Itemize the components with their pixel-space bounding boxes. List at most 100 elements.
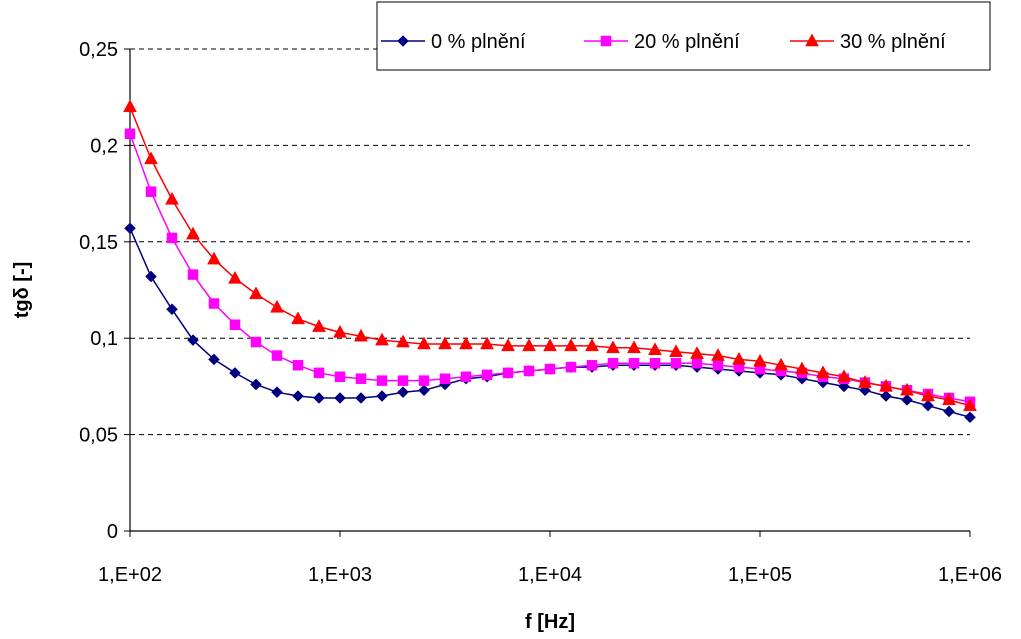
data-point [459, 336, 473, 350]
data-point [270, 299, 284, 313]
x-tick-label: 1,E+02 [98, 564, 162, 586]
series-0 [124, 222, 976, 424]
legend-marker [397, 35, 409, 47]
data-point [124, 128, 136, 140]
x-axis-title: f [Hz] [525, 611, 575, 633]
data-point [291, 311, 305, 325]
data-point [585, 338, 599, 352]
data-point [355, 392, 367, 404]
x-tick-label: 1,E+04 [518, 564, 582, 586]
data-point [522, 338, 536, 352]
data-point [880, 390, 892, 402]
data-point [228, 270, 242, 284]
legend-label: 20 % plnění [634, 31, 740, 53]
data-point [963, 398, 977, 411]
data-point [586, 359, 598, 371]
data-point [565, 361, 577, 373]
data-point [544, 363, 556, 375]
data-point [439, 373, 451, 384]
data-point [334, 392, 346, 404]
x-tick-label: 1,E+05 [728, 564, 792, 586]
data-point [166, 303, 178, 316]
data-point [900, 382, 914, 396]
legend-label: 0 % plnění [431, 31, 526, 53]
legend-marker [600, 35, 612, 47]
data-point [313, 392, 325, 404]
data-point [271, 386, 283, 399]
data-point [417, 336, 431, 350]
data-point [774, 357, 788, 371]
legend-box [376, 1, 991, 71]
x-tick-labels: 1,E+02 1,E+03 1,E+04 1,E+05 1,E+06 [98, 564, 1002, 586]
data-point [354, 328, 368, 342]
data-point [166, 232, 178, 244]
legend-item: 0 % plnění [381, 31, 526, 53]
data-point [207, 251, 221, 265]
data-point [145, 186, 157, 197]
data-point [502, 367, 514, 379]
data-point [606, 340, 620, 354]
data-point [187, 334, 199, 346]
data-point [186, 226, 200, 240]
data-point [858, 375, 872, 388]
y-tick-label: 0,15 [79, 232, 118, 254]
data-point [543, 338, 557, 352]
data-point [564, 338, 578, 352]
data-point [292, 390, 304, 402]
legend: 0 % plnění 20 % plnění 30 % plnění [376, 1, 991, 71]
data-point [670, 358, 682, 369]
legend-marker [805, 33, 819, 47]
data-point [376, 375, 388, 386]
y-tick-label: 0,2 [90, 135, 118, 157]
x-tick-label: 1,E+03 [308, 564, 372, 586]
data-point [123, 99, 137, 113]
data-point [921, 388, 935, 402]
data-point [250, 336, 262, 348]
data-point [418, 384, 430, 397]
data-point [355, 373, 367, 384]
data-point [145, 270, 157, 283]
y-tick-label: 0,05 [79, 425, 118, 447]
y-tick-label: 0,25 [79, 39, 118, 61]
data-point [523, 365, 535, 377]
data-point [879, 378, 893, 392]
data-point [208, 353, 220, 366]
data-point [481, 369, 493, 381]
data-point [628, 358, 640, 369]
data-point [901, 394, 913, 406]
data-point [229, 367, 241, 379]
data-point [165, 191, 179, 205]
data-point [648, 342, 662, 356]
data-point [607, 358, 619, 369]
series-line [129, 106, 971, 407]
data-point [334, 371, 346, 383]
data-point [795, 361, 809, 375]
data-point [397, 386, 409, 399]
data-point [837, 369, 851, 383]
data-point [187, 269, 199, 280]
y-tick-labels: 0 0,05 0,1 0,15 0,2 0,25 [79, 39, 118, 543]
data-point [313, 367, 325, 379]
data-point [712, 359, 724, 371]
data-point [250, 378, 262, 391]
data-point [375, 332, 389, 346]
data-point [312, 319, 326, 332]
data-point [732, 351, 746, 365]
data-point [333, 324, 347, 338]
data-point [501, 338, 515, 352]
data-point [753, 353, 767, 367]
series-line [129, 133, 971, 403]
data-point [964, 411, 976, 424]
axes [124, 48, 971, 537]
data-point [816, 365, 830, 379]
data-point [711, 348, 725, 361]
data-point [922, 399, 934, 412]
legend-item: 30 % plnění [790, 31, 946, 53]
data-point [438, 336, 452, 350]
legend-item: 20 % plnění [584, 31, 740, 53]
data-point [208, 298, 220, 309]
data-point [229, 319, 241, 330]
data-point [691, 358, 703, 369]
data-point [397, 375, 409, 386]
